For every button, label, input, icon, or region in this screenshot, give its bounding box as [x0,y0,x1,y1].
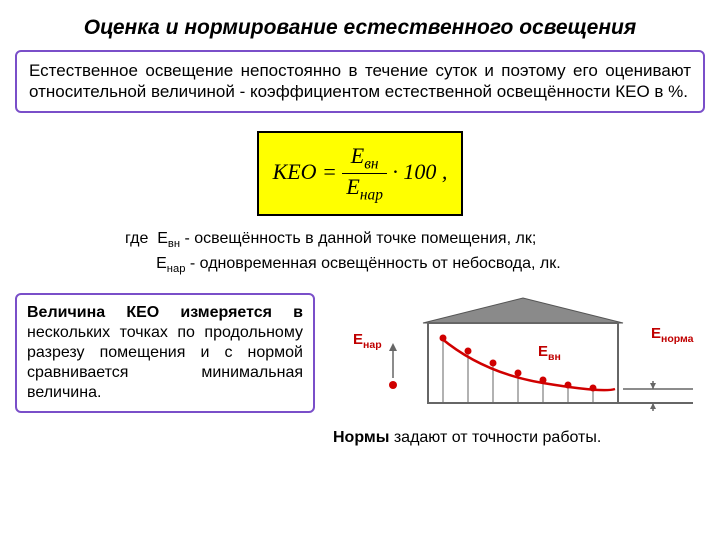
label-e-nar: Eнар [353,331,382,351]
data-point [465,347,472,354]
building-diagram: Eнар Eвн Eнорма [333,293,705,423]
label-e-vn: Eвн [538,343,561,363]
keo-curve [441,338,615,390]
intro-box: Естественное освещение непостоянно в теч… [15,50,705,113]
measure-lead: Величина КЕО измеряется в [27,304,303,321]
data-point [490,359,497,366]
data-point [440,334,447,341]
legend: где Eвн - освещённость в данной точке по… [125,228,705,277]
outside-point [389,381,397,389]
equals: = [322,158,342,183]
data-point [515,369,522,376]
formula-tail: · 100 , [392,158,447,183]
roof-shape [423,298,623,323]
diagram-caption: Нормы задают от точности работы. [333,429,705,447]
formula-fraction: Eвн Eнар [342,143,386,205]
formula-denominator: Eнар [342,174,386,204]
caption-lead: Нормы [333,429,389,446]
legend1-text: - освещённость в данной точке помещения,… [180,230,536,247]
page-title: Оценка и нормирование естественного осве… [15,16,705,40]
formula-lhs: КЕО [273,158,317,183]
room-outline [428,323,618,403]
diagram-svg [333,293,703,423]
measure-box: Величина КЕО измеряется в нескольких точ… [15,293,315,413]
norm-arrowhead [650,383,656,389]
keo-formula: КЕО = Eвн Eнар · 100 , [257,131,464,217]
legend-prefix: где [125,230,148,247]
formula-block: КЕО = Eвн Eнар · 100 , [15,131,705,217]
legend2-text: - одновременная освещённость от небосвод… [185,255,560,272]
bottom-row: Величина КЕО измеряется в нескольких точ… [15,293,705,447]
data-point [590,384,597,391]
label-e-norm: Eнорма [651,325,694,345]
outside-arrowhead [389,343,397,351]
measure-rest: нескольких точках по продольному разрезу… [27,324,303,401]
formula-numerator: Eвн [342,143,386,174]
caption-rest: задают от точности работы. [389,429,601,446]
data-point [565,381,572,388]
data-point [540,376,547,383]
